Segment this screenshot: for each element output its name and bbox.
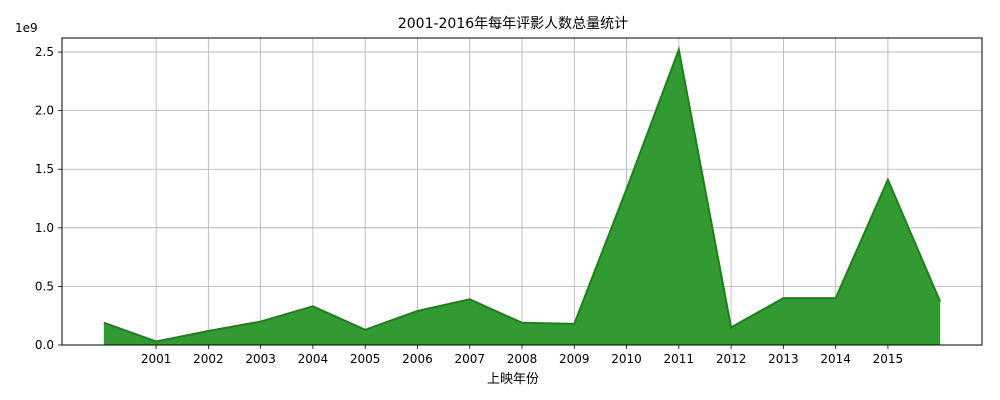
plot-frame xyxy=(61,37,983,346)
x-tick-label: 2010 xyxy=(611,352,642,366)
chart-title: 2001-2016年每年评影人数总量统计 xyxy=(398,16,628,32)
x-tick-label: 2001 xyxy=(141,352,172,366)
area-fill xyxy=(103,49,941,345)
x-tick-label: 2003 xyxy=(245,352,276,366)
x-tick-label: 2006 xyxy=(402,352,433,366)
x-tick-label: 2013 xyxy=(768,352,799,366)
x-tick-label: 2008 xyxy=(507,352,538,366)
x-tick-label: 2009 xyxy=(559,352,590,366)
x-tick-label: 2015 xyxy=(873,352,904,366)
y-tick-label: 0.5 xyxy=(35,279,54,293)
x-axis-label: 上映年份 xyxy=(487,372,539,387)
y-tick-label: 1.5 xyxy=(35,162,54,176)
x-tick-label: 2014 xyxy=(820,352,851,366)
y-tick-label: 2.5 xyxy=(35,45,54,59)
y-tick-label: 1.0 xyxy=(35,221,54,235)
y-offset-label: 1e9 xyxy=(15,21,38,35)
x-tick-label: 2011 xyxy=(664,352,695,366)
y-tick-label: 2.0 xyxy=(35,104,54,118)
x-tick-label: 2004 xyxy=(298,352,329,366)
y-tick-label: 0.0 xyxy=(35,338,54,352)
grid-lines xyxy=(62,38,982,346)
x-tick-label: 2012 xyxy=(716,352,747,366)
x-tick-label: 2005 xyxy=(350,352,381,366)
x-tick-label: 2007 xyxy=(454,352,485,366)
x-tick-label: 2002 xyxy=(193,352,224,366)
axes xyxy=(58,37,983,349)
area-series xyxy=(103,46,942,345)
tick-labels: 2001 2002 2003 2004 2005 2006 2007 2008 2009 2010… xyxy=(35,45,903,366)
